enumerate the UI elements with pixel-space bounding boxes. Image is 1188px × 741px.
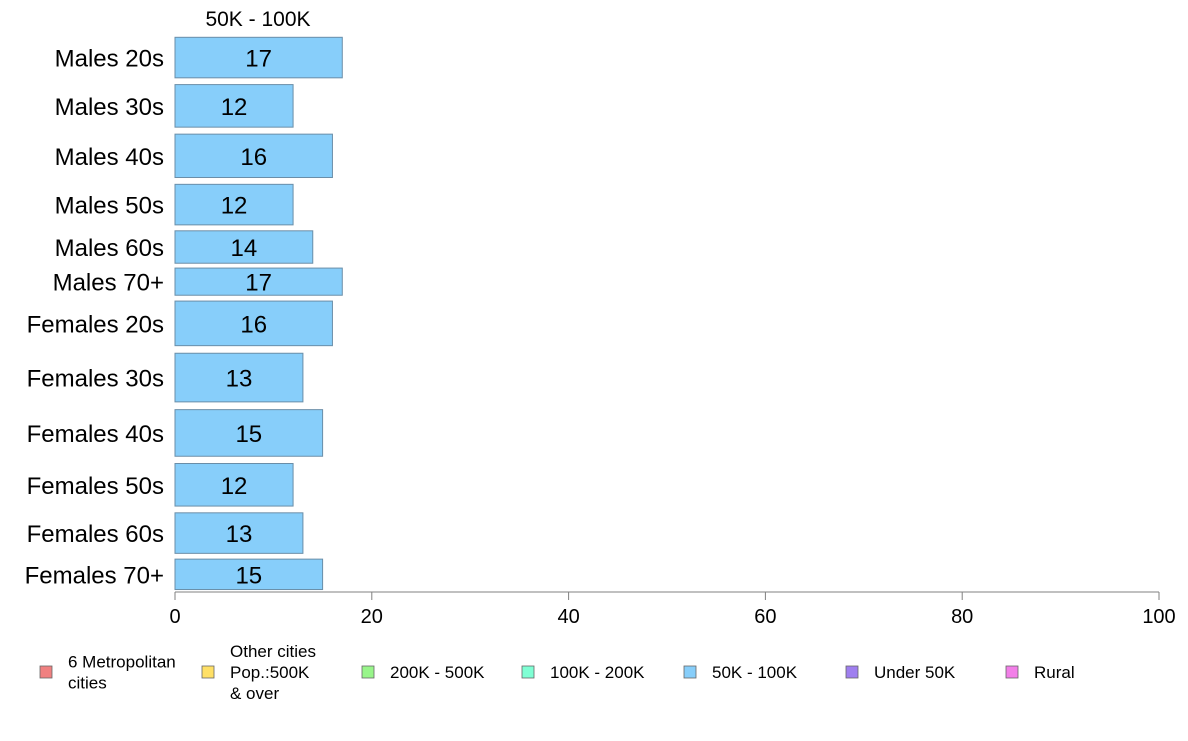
bar-value-label: 17: [245, 270, 272, 297]
category-label: Males 70+: [53, 270, 164, 297]
category-label: Males 20s: [55, 46, 164, 73]
bar: [174, 300, 333, 347]
bar: [174, 84, 294, 128]
category-label: Males 30s: [55, 94, 164, 121]
category-label: Females 20s: [27, 311, 164, 338]
legend-swatch: [361, 665, 375, 679]
x-tick-label: 0: [169, 606, 180, 628]
x-tick-label: 20: [361, 606, 383, 628]
bar-value-label: 14: [231, 235, 258, 262]
bar-value-label: 13: [226, 521, 253, 548]
bar: [174, 267, 343, 296]
x-tick-label: 40: [557, 606, 579, 628]
bar: [174, 230, 314, 264]
legend-label: 200K - 500K: [390, 663, 485, 682]
x-tick-label: 100: [1142, 606, 1175, 628]
x-axis: 0 20 40 60 80 100: [169, 591, 1176, 628]
bar: [174, 463, 294, 507]
legend-label: Under 50K: [874, 663, 956, 682]
legend-swatch: [39, 665, 53, 679]
bar: [174, 512, 304, 554]
legend-swatch: [521, 665, 535, 679]
category-label: Females 50s: [27, 473, 164, 500]
category-label: Females 60s: [27, 521, 164, 548]
legend-label: 100K - 200K: [550, 663, 645, 682]
legend-label: & over: [230, 684, 279, 703]
bar: [174, 352, 304, 403]
x-tick-label: 60: [754, 606, 776, 628]
panel-title: 50K - 100K: [205, 8, 310, 31]
legend-swatch: [845, 665, 859, 679]
legend-label: 50K - 100K: [712, 663, 798, 682]
category-label: Females 30s: [27, 366, 164, 393]
category-label: Females 40s: [27, 421, 164, 448]
bar: [174, 36, 343, 79]
legend: 6 Metropolitan cities Other cities Pop.:50…: [39, 642, 1075, 703]
bar: [174, 558, 324, 591]
bar-value-label: 15: [235, 562, 262, 589]
legend-label: cities: [68, 674, 107, 693]
bar-value-label: 17: [245, 46, 272, 73]
legend-label: Pop.:500K: [230, 663, 310, 682]
bar-value-label: 16: [240, 144, 267, 171]
legend-swatch: [683, 665, 697, 679]
bar-value-label: 12: [221, 473, 248, 500]
bar-value-label: 15: [235, 421, 262, 448]
bar-value-label: 13: [226, 366, 253, 393]
bars-layer: 17 Males 20s 12 Males 30s 16 Males 40s 12 Males…: [25, 36, 343, 591]
legend-swatch: [1005, 665, 1019, 679]
bar-value-label: 16: [240, 311, 267, 338]
bar: [174, 133, 333, 179]
bar: [174, 183, 294, 226]
bar: [174, 409, 324, 457]
x-tick-label: 80: [951, 606, 973, 628]
legend-label: Rural: [1034, 663, 1075, 682]
category-label: Males 60s: [55, 235, 164, 262]
bar-value-label: 12: [221, 193, 248, 220]
legend-label: Other cities: [230, 642, 316, 661]
category-label: Females 70+: [25, 562, 164, 589]
legend-swatch: [201, 665, 215, 679]
category-label: Males 50s: [55, 193, 164, 220]
category-label: Males 40s: [55, 144, 164, 171]
bar-value-label: 12: [221, 94, 248, 121]
legend-label: 6 Metropolitan: [68, 653, 176, 672]
